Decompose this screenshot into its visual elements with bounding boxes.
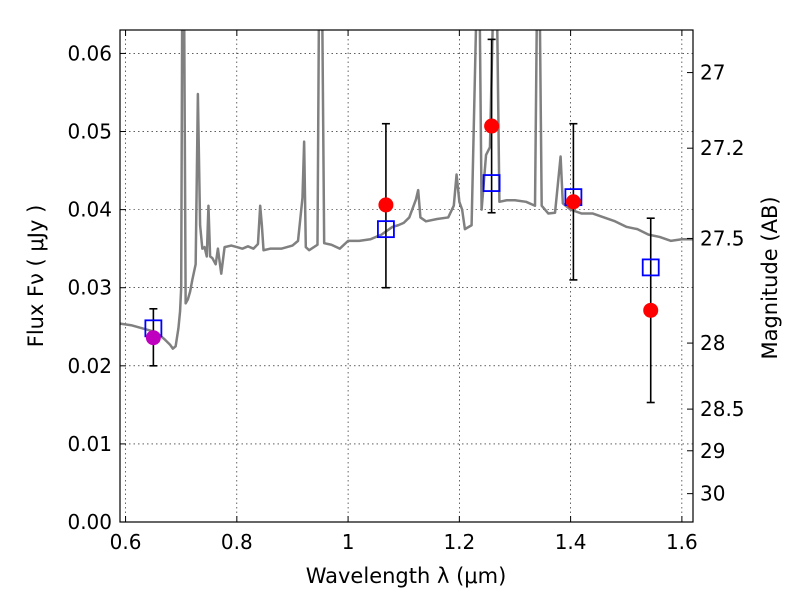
observed-flux-point	[145, 330, 161, 346]
y2-tick-label: 29	[700, 439, 725, 463]
x-tick-label: 1.4	[555, 530, 587, 554]
observed-flux-point	[378, 197, 394, 213]
model-spectrum-line	[120, 30, 693, 350]
y-axis-label: Flux Fν ( μJy )	[24, 205, 48, 348]
y2-tick-label: 27.5	[700, 226, 745, 250]
y-tick-label: 0.06	[67, 41, 112, 65]
y2-tick-label: 28.5	[700, 397, 745, 421]
y2-axis-label: Magnitude (AB)	[758, 196, 782, 359]
y2-tick-label: 28	[700, 331, 725, 355]
model-photometry-square	[377, 220, 395, 239]
y-tick-label: 0.05	[67, 120, 112, 144]
x-tick-label: 1	[342, 530, 355, 554]
y2-tick-label: 27	[700, 61, 725, 85]
y-tick-label: 0.01	[67, 432, 112, 456]
grid-lines	[120, 30, 693, 522]
y-tick-label: 0.04	[67, 198, 112, 222]
plot-frame	[119, 29, 694, 523]
model-photometry-square	[482, 174, 501, 192]
y2-tick-label: 27.2	[700, 136, 745, 160]
y2-tick-label: 30	[700, 482, 725, 506]
x-tick-label: 0.8	[221, 530, 253, 554]
y-tick-label: 0.03	[67, 276, 112, 300]
observed-flux-point	[484, 118, 500, 134]
x-tick-label: 1.2	[443, 530, 475, 554]
model-photometry-square	[641, 258, 660, 277]
axes: 0.6 0.8 1 1.2 1.4 1.6 0.00 0.01 0.02 0.03 0.04 0.05…	[67, 30, 745, 554]
x-tick-label: 1.6	[666, 530, 698, 554]
observed-flux-point	[565, 194, 581, 210]
observed-flux-point	[643, 302, 659, 318]
plot-area	[120, 30, 693, 404]
y-tick-label: 0.00	[67, 510, 112, 534]
x-axis-label: Wavelength λ (μm)	[306, 564, 507, 588]
x-tick-label: 0.6	[110, 530, 142, 554]
y-tick-label: 0.02	[67, 354, 112, 378]
